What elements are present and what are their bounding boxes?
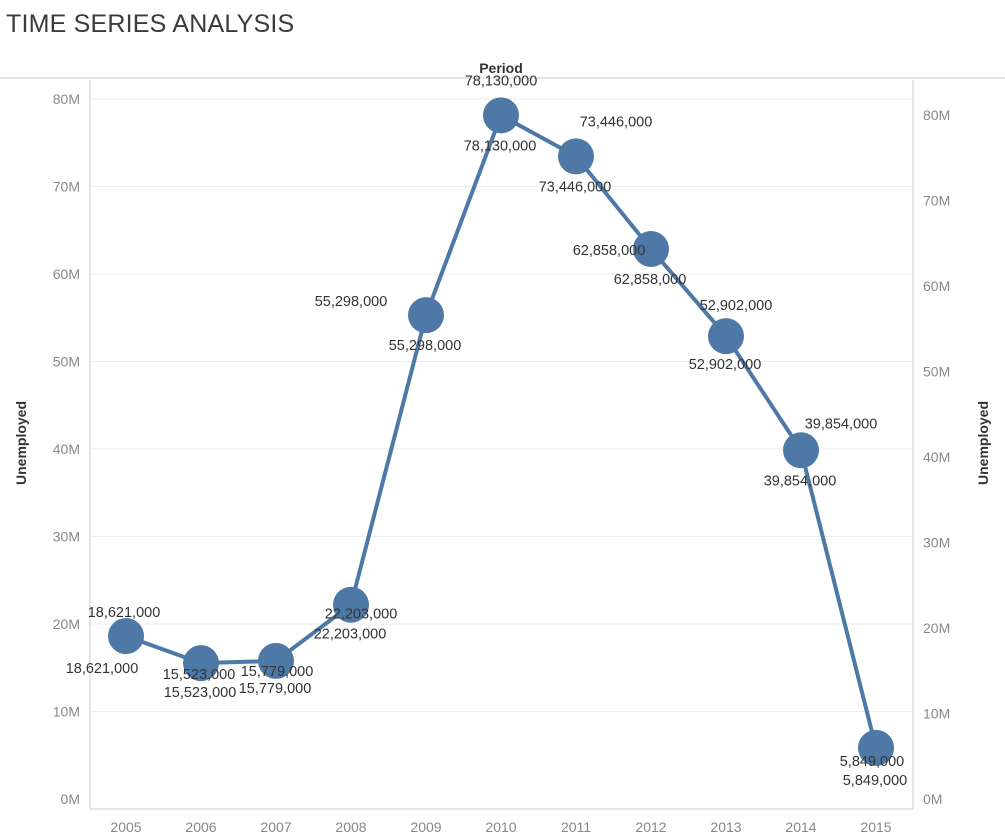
series-polyline — [124, 113, 878, 750]
x-tick-label: 2007 — [260, 819, 291, 835]
x-axis-title: Period — [479, 60, 523, 76]
series-line — [124, 113, 878, 750]
data-point — [258, 642, 294, 679]
data-label: 78,130,000 — [464, 138, 537, 154]
data-label: 55,298,000 — [389, 338, 462, 354]
data-label: 62,858,000 — [614, 272, 687, 288]
data-label: 18,621,000 — [66, 661, 139, 677]
x-axis-ticks: 2005 2006 2007 2008 2009 2010 2011 2012 2013 2014… — [110, 819, 891, 835]
data-point — [708, 318, 744, 355]
x-tick-label: 2014 — [785, 819, 816, 835]
data-label: 73,446,000 — [580, 114, 653, 130]
series-points — [108, 97, 894, 766]
data-label: 5,849,000 — [840, 754, 905, 770]
data-label: 39,854,000 — [764, 473, 837, 489]
data-point — [483, 97, 519, 134]
data-point — [108, 618, 144, 655]
data-label: 15,523,000 — [163, 667, 236, 683]
y-axis-left-ticks: 0M 10M 20M 30M 40M 50M 60M 70M 80M — [53, 91, 80, 807]
y-axis-right-title: Unemployed — [975, 401, 991, 485]
data-point — [183, 645, 219, 682]
y-tick-label-left: 80M — [53, 91, 80, 107]
data-label: 15,779,000 — [241, 664, 314, 680]
data-labels: 18,621,000 18,621,000 15,523,000 15,523,000… — [66, 73, 908, 788]
data-label: 55,298,000 — [315, 294, 388, 310]
data-point — [633, 230, 669, 267]
y-tick-label-right: 10M — [923, 706, 950, 722]
y-tick-label-left: 0M — [61, 791, 80, 807]
y-tick-label-right: 0M — [923, 791, 942, 807]
x-tick-label: 2008 — [335, 819, 366, 835]
y-tick-label-right: 70M — [923, 193, 950, 209]
y-tick-label-left: 50M — [53, 354, 80, 370]
y-tick-label-right: 60M — [923, 278, 950, 294]
x-tick-label: 2009 — [410, 819, 441, 835]
x-tick-label: 2005 — [110, 819, 141, 835]
data-label: 39,854,000 — [805, 416, 878, 432]
page-title: TIME SERIES ANALYSIS — [6, 10, 295, 38]
y-tick-label-right: 50M — [923, 364, 950, 380]
data-label: 73,446,000 — [539, 179, 612, 195]
y-tick-label-right: 20M — [923, 620, 950, 636]
x-tick-label: 2015 — [860, 819, 891, 835]
x-tick-label: 2011 — [561, 819, 591, 835]
y-tick-label-right: 30M — [923, 535, 950, 551]
y-axis-right-ticks: 0M 10M 20M 30M 40M 50M 60M 70M 80M — [923, 107, 950, 807]
grid-lines — [90, 98, 913, 712]
data-label: 52,902,000 — [689, 357, 762, 373]
data-point — [333, 586, 369, 623]
data-label: 15,523,000 — [164, 685, 237, 701]
data-label: 62,858,000 — [573, 243, 646, 259]
data-point — [558, 138, 594, 175]
x-tick-label: 2006 — [185, 819, 216, 835]
x-tick-label: 2010 — [485, 819, 516, 835]
data-label: 22,203,000 — [314, 627, 387, 643]
data-point — [858, 729, 894, 766]
y-tick-label-left: 60M — [53, 266, 80, 282]
y-axis-left-title: Unemployed — [13, 401, 29, 485]
y-tick-label-left: 20M — [53, 616, 80, 632]
data-label: 5,849,000 — [843, 773, 908, 789]
y-tick-label-right: 40M — [923, 449, 950, 465]
data-label: 22,203,000 — [325, 607, 398, 623]
x-tick-label: 2013 — [710, 819, 741, 835]
y-tick-label-left: 70M — [53, 179, 80, 195]
data-label: 15,779,000 — [239, 681, 312, 697]
y-tick-label-left: 30M — [53, 529, 80, 545]
data-label: 18,621,000 — [88, 605, 161, 621]
data-label: 78,130,000 — [465, 73, 538, 89]
axes — [0, 77, 1005, 810]
y-tick-label-left: 10M — [53, 704, 80, 720]
data-point — [408, 297, 444, 334]
y-tick-label-left: 40M — [53, 441, 80, 457]
y-tick-label-right: 80M — [923, 107, 950, 123]
data-point — [783, 432, 819, 469]
x-tick-label: 2012 — [635, 819, 666, 835]
data-label: 52,902,000 — [700, 298, 773, 314]
